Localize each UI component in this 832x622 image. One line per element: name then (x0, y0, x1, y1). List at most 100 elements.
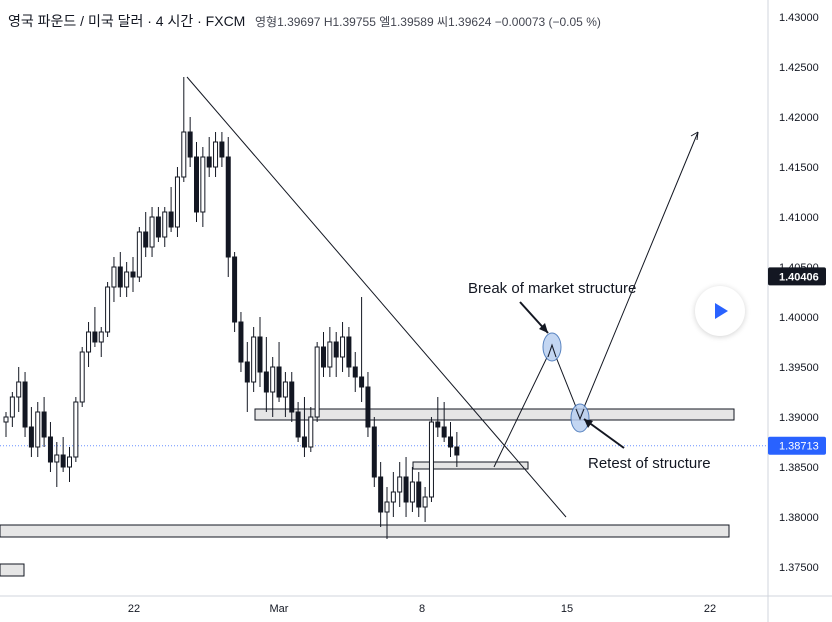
candle-body (200, 156, 206, 213)
candle-body (435, 421, 441, 428)
current-price-label: 1.40406 (779, 271, 819, 283)
candle-body (359, 376, 365, 388)
current-price-badge (768, 267, 826, 286)
candle-body (428, 421, 434, 498)
candle-body (47, 436, 53, 463)
candle-body (384, 501, 390, 513)
price-tick-label: 1.42000 (779, 112, 819, 124)
candle-body (352, 366, 358, 378)
candle-body (314, 346, 320, 418)
candle-body (422, 496, 428, 508)
time-tick-label: Mar (270, 603, 289, 615)
price-zone[interactable] (0, 563, 25, 577)
time-axis: 22 Mar 8 15 22 (0, 595, 832, 615)
candle-body (22, 381, 28, 428)
price-tick-label: 1.42500 (779, 62, 819, 74)
price-zone[interactable] (254, 408, 735, 421)
projection-path[interactable] (493, 131, 699, 468)
break-peak (547, 343, 557, 358)
candle-body (327, 341, 333, 368)
drawings[interactable]: Break of market structure Retest of struc… (186, 76, 711, 518)
open-value: 1.39697 (277, 15, 321, 29)
open-label: 영형 (254, 15, 278, 29)
break-annotation[interactable]: Break of market structure (468, 280, 636, 297)
candle-body (98, 331, 104, 343)
price-tick-label: 1.37500 (779, 562, 819, 574)
candle-body (257, 336, 263, 373)
candle-body (416, 481, 422, 508)
candle-body (225, 156, 231, 258)
candle-body (174, 176, 180, 228)
candle-body (270, 366, 276, 393)
retest-dip (575, 408, 585, 421)
break-marker[interactable] (542, 332, 562, 362)
low-label: 엘 (379, 15, 391, 29)
price-zone[interactable] (412, 461, 529, 470)
retest-annotation[interactable]: Retest of structure (588, 455, 711, 472)
price-labels: 1.40406 1.38713 (768, 267, 826, 455)
high-label: H (323, 15, 333, 29)
price-tick-label: 1.41500 (779, 162, 819, 174)
price-tick-label: 1.40000 (779, 312, 819, 324)
candle-body (136, 231, 142, 278)
candle-body (263, 371, 269, 393)
last-price-label: 1.38713 (779, 441, 819, 453)
candle-body (321, 346, 326, 368)
play-button[interactable] (695, 286, 745, 336)
candle-body (105, 286, 111, 333)
candle-body (390, 491, 396, 503)
candle-body (238, 321, 244, 363)
trendline[interactable] (186, 76, 567, 518)
candle-body (67, 456, 72, 468)
time-tick-label: 22 (704, 603, 716, 615)
candle-body (168, 211, 174, 228)
ohlc-values: 영형1.39697 H1.39755 엘1.39589 씨1.39624 −0.… (255, 15, 601, 29)
candle-body (41, 411, 47, 438)
time-tick-label: 8 (419, 603, 425, 615)
break-pointer-head (539, 323, 548, 333)
candle-body (28, 426, 34, 448)
candle-body (60, 454, 66, 468)
price-tick-label: 1.41000 (779, 212, 819, 224)
candle-body (86, 331, 92, 353)
candle-body (117, 266, 123, 288)
candle-body (16, 381, 22, 398)
candle-body (301, 436, 307, 448)
candle-body (92, 331, 98, 343)
candle-body (219, 141, 225, 158)
change-value: −0.00073 (−0.05 %) (494, 15, 601, 29)
last-price-badge (768, 436, 826, 455)
low-value: 1.39589 (390, 15, 434, 29)
arrow-head (690, 131, 699, 141)
candle-body (149, 216, 155, 248)
candle-body (79, 351, 85, 403)
candle-body (162, 211, 168, 238)
price-axis[interactable]: 1.430001.425001.420001.415001.410001.405… (767, 0, 819, 622)
candle-body (251, 336, 257, 383)
price-zones[interactable] (0, 408, 735, 577)
candle-body (181, 131, 187, 178)
price-tick-label: 1.43000 (779, 12, 819, 24)
price-tick-label: 1.39500 (779, 362, 819, 374)
price-tick-label: 1.38000 (779, 512, 819, 524)
price-tick-label: 1.38500 (779, 462, 819, 474)
candle-body (206, 156, 212, 168)
candle-body (397, 476, 403, 493)
retest-pointer-head (584, 419, 593, 428)
candle-body (111, 266, 117, 288)
candle-body (282, 381, 288, 398)
symbol-header: 영국 파운드 / 미국 달러 · 4 시간 · FXCM 영형1.39697 H… (8, 11, 601, 31)
candle-body (289, 381, 295, 413)
candle-body (35, 411, 41, 448)
candlesticks (3, 77, 460, 539)
candle-body (333, 341, 339, 358)
symbol-title[interactable]: 영국 파운드 / 미국 달러 · 4 시간 · FXCM (8, 13, 246, 29)
candle-body (308, 416, 314, 448)
candle-body (73, 401, 79, 458)
candle-body (441, 426, 447, 438)
candle-body (346, 336, 352, 368)
price-tick-label: 1.39000 (779, 412, 819, 424)
candle-body (340, 336, 346, 358)
price-zone[interactable] (0, 524, 730, 538)
